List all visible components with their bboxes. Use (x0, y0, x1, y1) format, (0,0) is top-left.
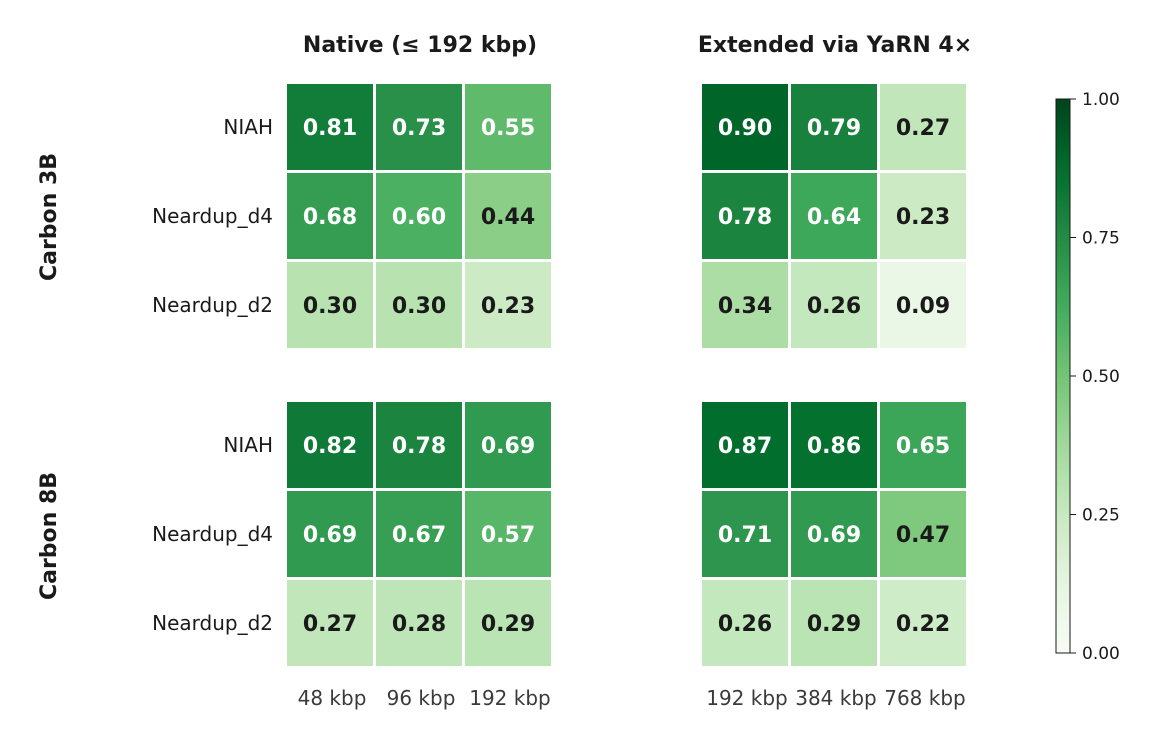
cell-value-label-carbon-3b-native-r2-c2: 0.23 (481, 294, 535, 319)
colorbar-tick-label: 0.75 (1082, 229, 1120, 249)
cell-value-label-carbon-3b-native-r0-c2: 0.55 (481, 116, 535, 141)
heatmap-cell-carbon-8b-extended-r2-c2 (880, 580, 966, 666)
cell-value-label-carbon-3b-native-r1-c0: 0.68 (303, 205, 357, 230)
heatmap-cell-carbon-8b-native-r0-c2 (465, 402, 551, 488)
panel-title-native: Native (≤ 192 kbp) (303, 33, 537, 58)
cell-value-label-carbon-8b-native-r2-c0: 0.27 (303, 612, 357, 637)
row-label-carbon-3b-neardup-d2: Neardup_d2 (152, 293, 273, 317)
cell-value-label-carbon-3b-native-r1-c1: 0.60 (392, 205, 446, 230)
column-label-extended-384-kbp: 384 kbp (795, 686, 877, 710)
heatmap-cell-carbon-8b-native-r1-c1 (376, 491, 462, 577)
cell-value-label-carbon-3b-native-r0-c0: 0.81 (303, 116, 357, 141)
row-label-carbon-8b-niah: NIAH (223, 433, 273, 457)
heatmap-cell-carbon-8b-extended-r2-c0 (702, 580, 788, 666)
row-group-label-carbon-8b: Carbon 8B (37, 472, 62, 600)
cell-value-label-carbon-8b-native-r2-c1: 0.28 (392, 612, 446, 637)
cell-value-label-carbon-3b-native-r2-c1: 0.30 (392, 294, 446, 319)
cell-value-label-carbon-3b-extended-r2-c1: 0.26 (807, 294, 861, 319)
cell-value-label-carbon-3b-native-r2-c0: 0.30 (303, 294, 357, 319)
column-labels: 48 kbp 96 kbp 192 kbp 192 kbp 384 kbp 768 kbp (298, 686, 966, 710)
cell-value-label-carbon-3b-extended-r1-c0: 0.78 (718, 205, 772, 230)
cell-value-label-carbon-3b-extended-r0-c1: 0.79 (807, 116, 861, 141)
heatmap-cell-carbon-3b-extended-r1-c1 (791, 173, 877, 259)
heatmap-cell-carbon-8b-native-r2-c0 (287, 580, 373, 666)
cell-value-label-carbon-3b-native-r0-c1: 0.73 (392, 116, 446, 141)
heatmap-cell-carbon-3b-native-r2-c1 (376, 262, 462, 348)
row-label-carbon-3b-niah: NIAH (223, 115, 273, 139)
cell-value-label-carbon-8b-native-r1-c1: 0.67 (392, 523, 446, 548)
column-label-native-96-kbp: 96 kbp (387, 686, 456, 710)
row-label-carbon-8b-neardup-d2: Neardup_d2 (152, 611, 273, 635)
cell-value-label-carbon-3b-extended-r1-c1: 0.64 (807, 205, 861, 230)
heatmap-cell-carbon-3b-native-r2-c0 (287, 262, 373, 348)
row-label-carbon-3b-neardup-d4: Neardup_d4 (152, 204, 273, 228)
heatmap-cells: 0.81 0.73 0.55 0.68 0.60 0.44 0.30 0.30 0.23 0.90… (287, 84, 966, 666)
column-label-native-192-kbp: 192 kbp (469, 686, 551, 710)
heatmap-cell-carbon-3b-native-r2-c2 (465, 262, 551, 348)
heatmap-cell-carbon-3b-native-r1-c1 (376, 173, 462, 259)
cell-value-label-carbon-8b-extended-r0-c1: 0.86 (807, 434, 861, 459)
heatmap-cell-carbon-8b-extended-r2-c1 (791, 580, 877, 666)
cell-value-label-carbon-3b-extended-r0-c2: 0.27 (896, 116, 950, 141)
heatmap-cell-carbon-8b-native-r2-c2 (465, 580, 551, 666)
heatmap-cell-carbon-3b-extended-r2-c0 (702, 262, 788, 348)
heatmap-cell-carbon-3b-extended-r0-c2 (880, 84, 966, 170)
cell-value-label-carbon-8b-native-r1-c0: 0.69 (303, 523, 357, 548)
panel-title-extended: Extended via YaRN 4× (698, 33, 972, 58)
heatmap-cell-carbon-8b-extended-r1-c2 (880, 491, 966, 577)
cell-value-label-carbon-3b-native-r1-c2: 0.44 (481, 205, 535, 230)
heatmap-cell-carbon-3b-extended-r0-c0 (702, 84, 788, 170)
cell-value-label-carbon-8b-extended-r1-c0: 0.71 (718, 523, 772, 548)
cell-value-label-carbon-8b-extended-r0-c0: 0.87 (718, 434, 772, 459)
colorbar-tick-label: 0.25 (1082, 506, 1120, 526)
heatmap-cell-carbon-8b-extended-r0-c2 (880, 402, 966, 488)
heatmap-cell-carbon-3b-extended-r2-c2 (880, 262, 966, 348)
heatmap-cell-carbon-3b-extended-r0-c1 (791, 84, 877, 170)
cell-value-label-carbon-8b-extended-r2-c0: 0.26 (718, 612, 772, 637)
cell-value-label-carbon-8b-native-r0-c0: 0.82 (303, 434, 357, 459)
cell-value-label-carbon-8b-extended-r1-c2: 0.47 (896, 523, 950, 548)
heatmap-cell-carbon-8b-native-r1-c2 (465, 491, 551, 577)
heatmap-cell-carbon-8b-extended-r0-c1 (791, 402, 877, 488)
row-group-label-carbon-3b: Carbon 3B (37, 153, 62, 281)
heatmap-cell-carbon-3b-native-r0-c0 (287, 84, 373, 170)
colorbar-tick-label: 0.00 (1082, 644, 1120, 664)
cell-value-label-carbon-8b-native-r2-c2: 0.29 (481, 612, 535, 637)
cell-value-label-carbon-8b-extended-r1-c1: 0.69 (807, 523, 861, 548)
cell-value-label-carbon-8b-native-r0-c1: 0.78 (392, 434, 446, 459)
column-label-extended-768-kbp: 768 kbp (884, 686, 966, 710)
heatmap-cell-carbon-3b-native-r1-c2 (465, 173, 551, 259)
cell-value-label-carbon-3b-extended-r1-c2: 0.23 (896, 205, 950, 230)
row-labels: NIAH Neardup_d4 Neardup_d2 NIAH Neardup_d4 Ne… (152, 115, 273, 635)
colorbar-tick-label: 1.00 (1082, 90, 1120, 110)
heatmap-cell-carbon-8b-native-r1-c0 (287, 491, 373, 577)
heatmap-cell-carbon-8b-extended-r1-c0 (702, 491, 788, 577)
cell-value-label-carbon-3b-extended-r0-c0: 0.90 (718, 116, 772, 141)
cell-value-label-carbon-8b-extended-r2-c2: 0.22 (896, 612, 950, 637)
heatmap-cell-carbon-3b-extended-r1-c0 (702, 173, 788, 259)
colorbar: 0.00 0.25 0.50 0.75 1.00 (1055, 90, 1120, 664)
heatmap-cell-carbon-8b-native-r0-c1 (376, 402, 462, 488)
heatmap-cell-carbon-8b-extended-r1-c1 (791, 491, 877, 577)
heatmap-cell-carbon-3b-extended-r2-c1 (791, 262, 877, 348)
column-label-extended-192-kbp: 192 kbp (706, 686, 788, 710)
heatmap-cell-carbon-8b-native-r2-c1 (376, 580, 462, 666)
column-label-native-48-kbp: 48 kbp (298, 686, 367, 710)
heatmap-cell-carbon-3b-native-r0-c2 (465, 84, 551, 170)
cell-value-label-carbon-8b-native-r1-c2: 0.57 (481, 523, 535, 548)
cell-value-label-carbon-8b-extended-r0-c2: 0.65 (896, 434, 950, 459)
cell-value-label-carbon-8b-native-r0-c2: 0.69 (481, 434, 535, 459)
cell-value-label-carbon-3b-extended-r2-c0: 0.34 (718, 294, 772, 319)
row-label-carbon-8b-neardup-d4: Neardup_d4 (152, 522, 273, 546)
cell-value-label-carbon-8b-extended-r2-c1: 0.29 (807, 612, 861, 637)
colorbar-gradient (1055, 98, 1071, 654)
heatmap-cell-carbon-8b-native-r0-c0 (287, 402, 373, 488)
colorbar-tick-label: 0.50 (1082, 367, 1120, 387)
heatmap-cell-carbon-8b-extended-r0-c0 (702, 402, 788, 488)
heatmap-cell-carbon-3b-extended-r1-c2 (880, 173, 966, 259)
heatmap-cell-carbon-3b-native-r1-c0 (287, 173, 373, 259)
cell-value-label-carbon-3b-extended-r2-c2: 0.09 (896, 294, 950, 319)
heatmap-cell-carbon-3b-native-r0-c1 (376, 84, 462, 170)
